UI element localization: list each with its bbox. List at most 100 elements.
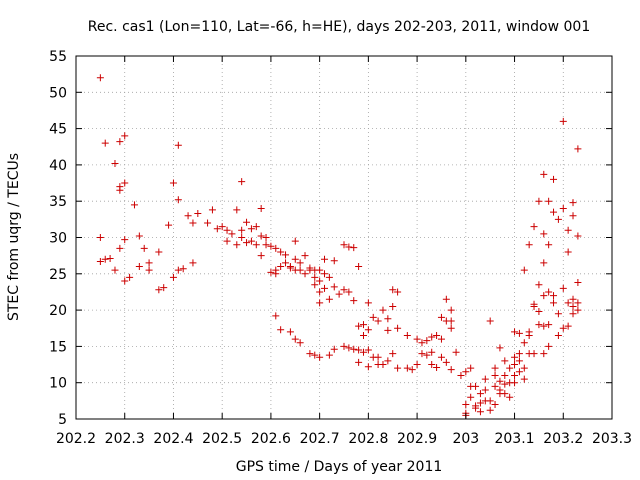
data-point xyxy=(345,288,353,296)
data-point xyxy=(569,199,577,207)
data-point xyxy=(350,297,358,305)
data-point xyxy=(252,241,260,249)
data-point xyxy=(311,351,319,359)
data-point xyxy=(321,255,329,263)
data-point xyxy=(116,244,124,252)
data-point xyxy=(355,322,363,330)
data-point xyxy=(364,326,372,334)
data-point xyxy=(462,400,470,408)
data-point xyxy=(277,248,285,256)
data-point xyxy=(296,266,304,274)
data-point xyxy=(126,273,134,281)
data-point xyxy=(481,397,489,405)
data-point xyxy=(252,223,260,231)
data-point xyxy=(355,358,363,366)
data-point xyxy=(325,273,333,281)
data-point xyxy=(243,239,251,247)
x-axis-title: GPS time / Days of year 2011 xyxy=(236,459,443,475)
data-point xyxy=(491,400,499,408)
data-point xyxy=(540,322,548,330)
data-point xyxy=(428,361,436,369)
data-point xyxy=(550,299,558,307)
data-point xyxy=(135,263,143,271)
data-point xyxy=(403,364,411,372)
data-point xyxy=(179,265,187,273)
data-point xyxy=(223,226,231,234)
data-point xyxy=(530,350,538,358)
data-point xyxy=(540,350,548,358)
data-point xyxy=(515,357,523,365)
data-point xyxy=(282,259,290,267)
data-point xyxy=(272,270,280,278)
data-point xyxy=(291,335,299,343)
data-point xyxy=(403,332,411,340)
data-point xyxy=(433,363,441,371)
data-point xyxy=(457,371,465,379)
data-point xyxy=(428,348,436,356)
data-point xyxy=(140,244,148,252)
data-point xyxy=(423,351,431,359)
data-point xyxy=(359,348,367,356)
data-point xyxy=(374,353,382,361)
data-point xyxy=(233,241,241,249)
data-point xyxy=(428,333,436,341)
data-point xyxy=(511,361,519,369)
data-point xyxy=(355,263,363,271)
data-point xyxy=(247,237,255,245)
data-point xyxy=(174,196,182,204)
data-point xyxy=(379,306,387,314)
data-point xyxy=(311,273,319,281)
data-point xyxy=(257,204,265,212)
data-point xyxy=(462,368,470,376)
data-point xyxy=(155,286,163,294)
data-point xyxy=(564,322,572,330)
data-point xyxy=(233,206,241,214)
data-point xyxy=(394,364,402,372)
data-point xyxy=(291,255,299,263)
data-point xyxy=(574,232,582,240)
data-point xyxy=(564,226,572,234)
data-point xyxy=(359,332,367,340)
data-point xyxy=(564,248,572,256)
data-point xyxy=(145,266,153,274)
data-point xyxy=(559,324,567,332)
data-point xyxy=(515,350,523,358)
data-point xyxy=(321,270,329,278)
data-point xyxy=(321,284,329,292)
x-tick-labels: 202.2 202.3 202.4 202.5 202.6 202.7 202.8 202.9… xyxy=(56,431,632,447)
data-point xyxy=(418,350,426,358)
data-point xyxy=(345,243,353,251)
data-point xyxy=(491,364,499,372)
data-point xyxy=(267,242,275,250)
data-point xyxy=(208,206,216,214)
data-point xyxy=(486,317,494,325)
data-point xyxy=(476,399,484,407)
data-point xyxy=(554,215,562,223)
data-point xyxy=(389,302,397,310)
y-tick-labels: 5 10 15 20 25 30 35 40 45 50 55 xyxy=(49,49,67,428)
data-point xyxy=(340,342,348,350)
data-point xyxy=(218,223,226,231)
data-point xyxy=(564,299,572,307)
data-point xyxy=(481,375,489,383)
data-point xyxy=(437,335,445,343)
data-point xyxy=(272,244,280,252)
data-point xyxy=(569,212,577,220)
data-point xyxy=(223,237,231,245)
data-point xyxy=(325,351,333,359)
data-point xyxy=(96,234,104,241)
data-point xyxy=(506,364,514,372)
data-point xyxy=(286,328,294,336)
data-point xyxy=(121,179,129,187)
x-tick-label: 202.7 xyxy=(300,431,340,447)
data-point xyxy=(413,361,421,369)
data-point xyxy=(394,288,402,296)
x-tick-label: 203.2 xyxy=(543,431,583,447)
data-points xyxy=(96,74,582,419)
data-point xyxy=(525,332,533,340)
data-point xyxy=(228,230,236,238)
data-point xyxy=(506,393,514,401)
data-point xyxy=(569,310,577,318)
x-tick-label: 202.5 xyxy=(202,431,242,447)
